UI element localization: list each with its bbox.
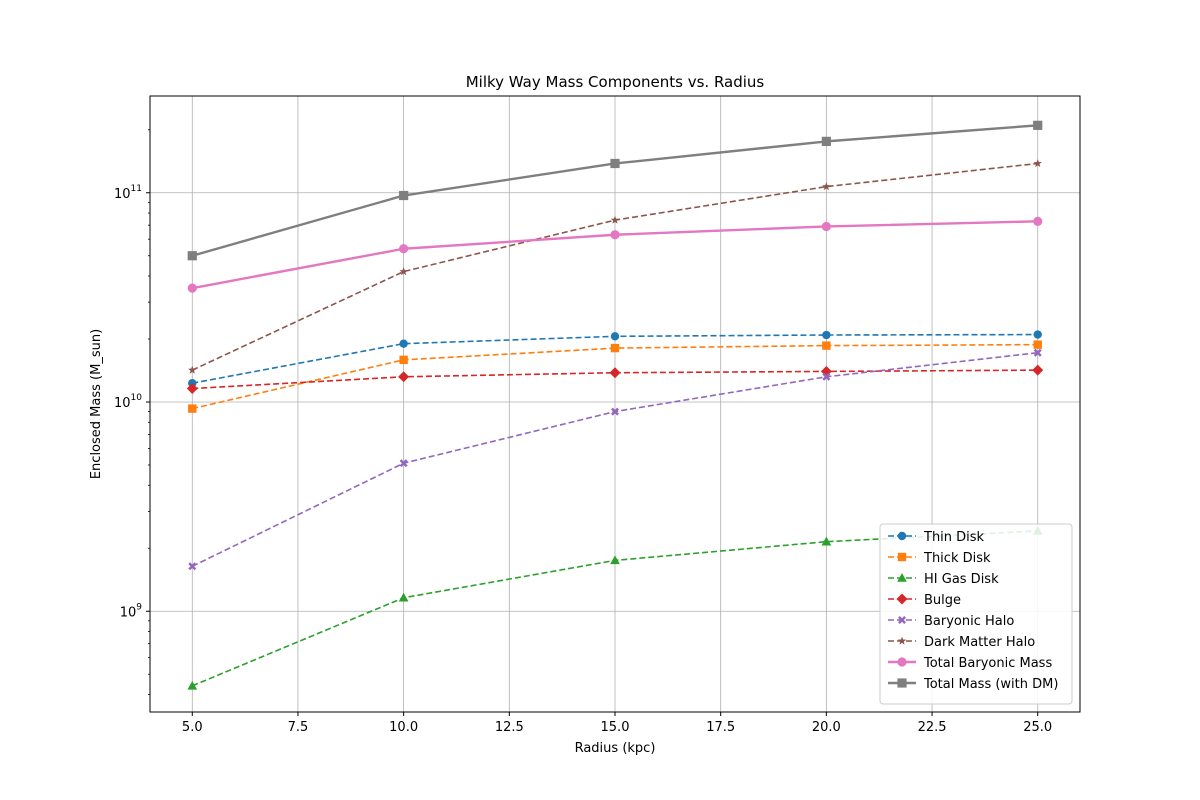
legend-marker	[897, 552, 907, 562]
data-point	[1033, 348, 1042, 357]
data-point	[1033, 216, 1043, 226]
data-point	[399, 339, 408, 348]
legend-label: Baryonic Halo	[924, 614, 1014, 629]
data-point	[187, 251, 197, 261]
data-point	[610, 215, 620, 224]
data-point	[1033, 159, 1042, 168]
x-axis-label: Radius (kpc)	[575, 741, 656, 756]
data-point	[821, 536, 832, 546]
data-point	[399, 267, 408, 276]
data-point	[1032, 364, 1044, 376]
series-baryonic-halo	[188, 348, 1042, 571]
data-point	[822, 372, 831, 381]
legend-entry: Total Mass (with DM)	[888, 677, 1058, 692]
series-total-baryonic-mass	[187, 216, 1043, 293]
series-dark-matter-halo	[188, 159, 1042, 374]
legend-entry: Baryonic Halo	[888, 614, 1014, 629]
legend-marker	[896, 593, 908, 605]
data-point	[1033, 330, 1042, 339]
data-point	[399, 244, 409, 254]
series-bulge	[186, 364, 1044, 394]
data-point	[609, 367, 621, 379]
data-point	[610, 555, 620, 565]
data-point	[188, 365, 197, 374]
x-tick-label: 10.0	[389, 720, 418, 735]
axis-ticks: 5.0 7.5 10.0 12.5 15.0 17.5 20.0 22.5 25.0 109 101…	[114, 129, 1052, 735]
legend-entry: HI Gas Disk	[888, 572, 999, 587]
legend: Thin Disk Thick Disk HI Gas Disk Bulge Baryo…	[879, 523, 1073, 705]
legend-label: Total Mass (with DM)	[923, 677, 1058, 692]
data-point	[398, 592, 409, 602]
y-tick-label: 109	[120, 602, 143, 620]
legend-marker	[897, 636, 907, 645]
x-tick-label: 25.0	[1023, 720, 1052, 735]
legend-marker	[897, 657, 907, 667]
data-point	[399, 459, 408, 468]
data-point	[186, 383, 198, 394]
data-point	[399, 355, 408, 365]
data-point	[610, 343, 620, 353]
legend-label: HI Gas Disk	[924, 572, 999, 587]
legend-marker	[897, 678, 907, 688]
legend-label: Thin Disk	[923, 530, 985, 545]
legend-label: Total Baryonic Mass	[923, 656, 1052, 671]
legend-entry: Bulge	[888, 593, 961, 608]
data-point	[822, 341, 831, 350]
data-point	[610, 230, 620, 240]
data-point	[187, 680, 198, 690]
legend-marker	[897, 572, 907, 582]
legend-entry: Thick Disk	[888, 551, 991, 566]
legend-marker	[898, 616, 906, 624]
data-point	[399, 190, 409, 201]
x-tick-label: 20.0	[812, 720, 841, 735]
legend-box	[879, 523, 1073, 705]
data-point	[1033, 340, 1042, 349]
data-point	[822, 330, 831, 340]
data-point	[821, 136, 831, 146]
legend-entry: Dark Matter Halo	[888, 635, 1035, 650]
series-total-mass-with-dm	[187, 120, 1043, 261]
data-point	[611, 407, 619, 416]
chart-title: Milky Way Mass Components vs. Radius	[466, 73, 765, 91]
data-point	[822, 182, 831, 191]
series-thick-disk	[188, 340, 1042, 413]
data-point	[821, 221, 831, 232]
x-tick-label: 12.5	[495, 720, 524, 735]
legend-label: Thick Disk	[923, 551, 991, 566]
legend-entry: Total Baryonic Mass	[888, 656, 1052, 671]
x-tick-label: 22.5	[918, 720, 947, 735]
legend-marker	[897, 531, 907, 541]
y-tick-label: 1010	[114, 393, 142, 411]
legend-label: Bulge	[924, 593, 961, 608]
plot-series	[186, 120, 1044, 690]
x-tick-label: 7.5	[288, 720, 309, 735]
y-axis-label: Enclosed Mass (M_sun)	[89, 329, 104, 479]
data-point	[1033, 120, 1043, 130]
data-point	[187, 283, 197, 293]
data-point	[610, 332, 620, 341]
x-tick-label: 5.0	[182, 720, 203, 735]
legend-label: Dark Matter Halo	[924, 635, 1035, 650]
data-point	[188, 404, 197, 413]
data-point	[188, 562, 197, 571]
legend-entry: Thin Disk	[888, 530, 985, 545]
data-point	[610, 158, 620, 169]
y-tick-label: 1011	[114, 184, 142, 202]
data-point	[398, 371, 410, 383]
x-tick-label: 15.0	[601, 720, 630, 735]
x-tick-label: 17.5	[706, 720, 735, 735]
